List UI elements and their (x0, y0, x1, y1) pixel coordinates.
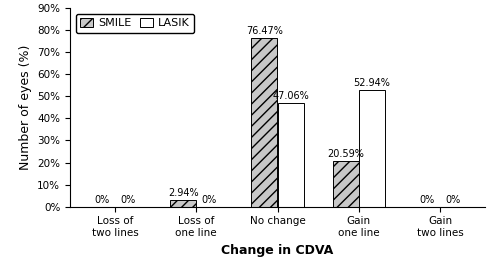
Text: 0%: 0% (420, 195, 434, 205)
Bar (170, 200, 196, 207)
Text: 0%: 0% (94, 195, 110, 205)
Text: 20.59%: 20.59% (328, 149, 364, 160)
Bar (359, 90, 385, 207)
Legend: SMILE, LASIK: SMILE, LASIK (76, 14, 194, 33)
Y-axis label: Number of eyes (%): Number of eyes (%) (18, 45, 32, 170)
Bar (252, 38, 278, 207)
X-axis label: Change in CDVA: Change in CDVA (222, 244, 334, 257)
Text: 76.47%: 76.47% (246, 26, 283, 36)
Bar (278, 103, 303, 207)
Bar (333, 161, 359, 207)
Text: 0%: 0% (202, 195, 217, 205)
Text: 2.94%: 2.94% (168, 188, 198, 198)
Text: 0%: 0% (120, 195, 136, 205)
Text: 0%: 0% (446, 195, 461, 205)
Text: 52.94%: 52.94% (354, 78, 391, 88)
Text: 47.06%: 47.06% (272, 91, 309, 101)
